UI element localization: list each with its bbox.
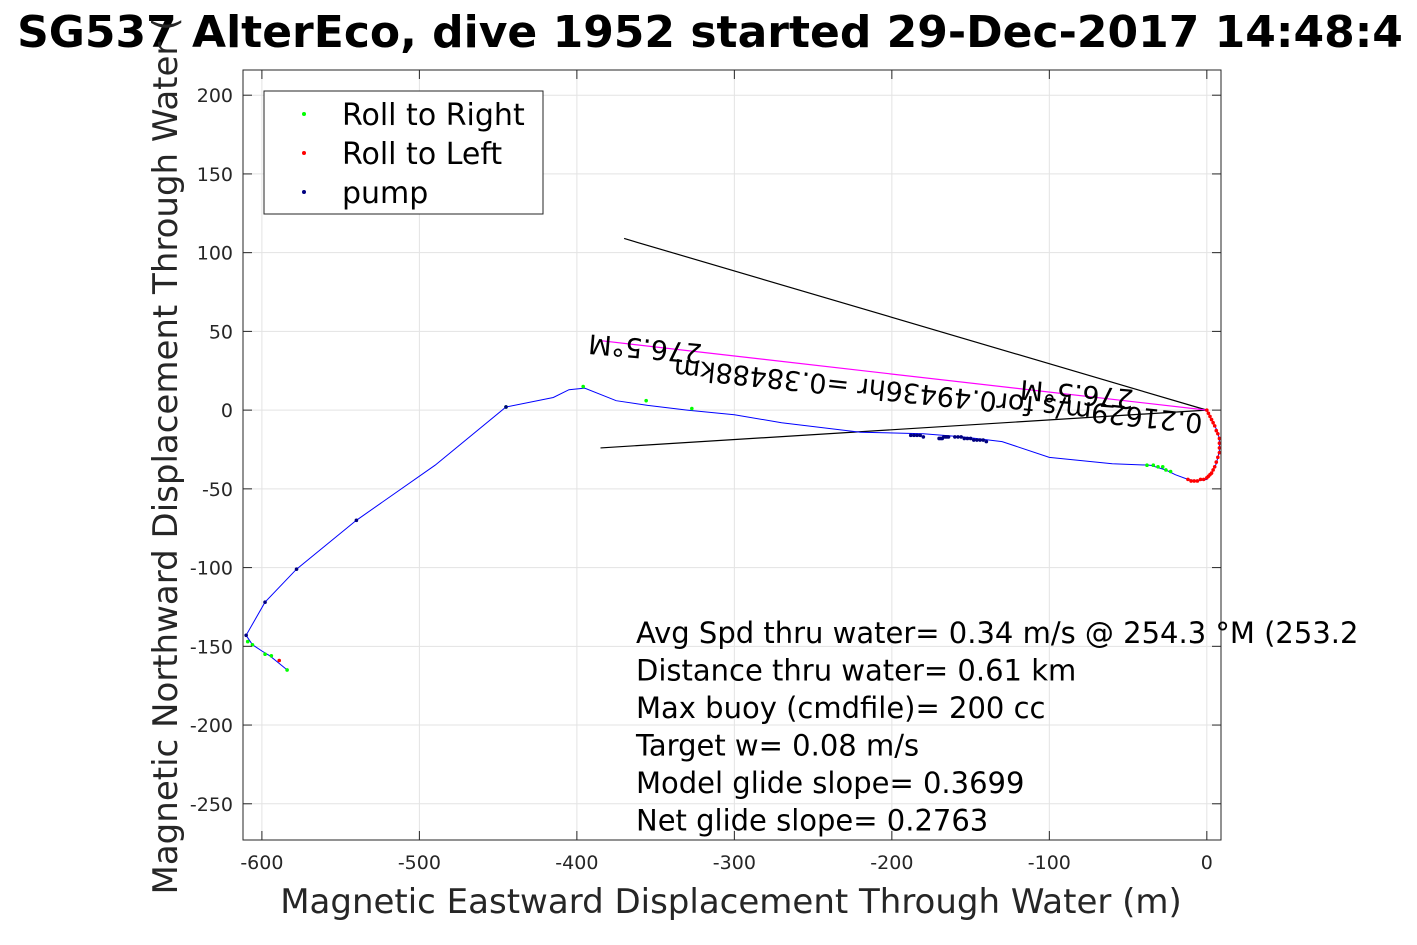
pump-point [953, 435, 957, 439]
roll-left-point [1217, 436, 1222, 441]
roll-left-point [1214, 428, 1219, 433]
guide-line [623, 237, 1207, 411]
guide-line [600, 409, 1207, 449]
pump-point [244, 633, 248, 638]
legend-marker [302, 190, 306, 194]
y-tick-label: -150 [190, 636, 233, 658]
roll-left-point [1217, 450, 1222, 455]
roll-left-point [1212, 424, 1217, 428]
x-tick-label: -200 [870, 852, 913, 874]
roll-right-point [581, 384, 585, 389]
roll-right-point [285, 668, 289, 672]
roll-left-point [277, 658, 282, 663]
legend-label: Roll to Right [342, 98, 525, 133]
roll-left-point [1211, 420, 1215, 425]
roll-right-point [1156, 465, 1160, 469]
roll-right-point [1151, 463, 1156, 468]
pump-point [915, 433, 919, 438]
roll-right-point [1145, 463, 1149, 468]
roll-left-point [1205, 476, 1209, 480]
roll-right-point [1168, 469, 1173, 474]
y-axis-label: Magnetic Northward Displacement Through … [146, 18, 186, 895]
pump-point [959, 435, 963, 439]
legend-box [263, 90, 544, 215]
pump-point [263, 600, 267, 605]
x-tick-label: -100 [1028, 852, 1071, 874]
roll-left-point [1216, 431, 1220, 436]
axes-box [242, 69, 1222, 841]
roll-right-point [269, 653, 274, 658]
pump-point [978, 438, 982, 442]
roll-left-point [1217, 441, 1222, 445]
roll-right-point [245, 639, 250, 644]
roll-right-point [1160, 465, 1165, 469]
pump-point [946, 435, 951, 439]
x-tick-label: -300 [713, 852, 756, 874]
roll-left-point [1195, 479, 1200, 483]
roll-right-point [644, 398, 648, 403]
roll-left-point [1216, 455, 1220, 460]
y-tick-label: -100 [190, 558, 233, 580]
annotation-line: Distance thru water= 0.61 km [636, 654, 1076, 688]
roll-left-point [1209, 417, 1214, 422]
pump-point [968, 436, 973, 441]
guide-line [602, 340, 1207, 411]
y-tick-label: 50 [209, 321, 233, 343]
pump-point [975, 438, 979, 442]
pump-point [504, 405, 508, 409]
pump-point [908, 433, 913, 438]
annotation-line: Avg Spd thru water= 0.34 m/s @ 254.3 °M … [636, 616, 1358, 650]
annotation-line: Target w= 0.08 m/s [635, 729, 919, 763]
roll-left-point [1212, 465, 1217, 469]
roll-left-point [1214, 460, 1219, 464]
pump-point [962, 436, 967, 441]
roll-left-point [1211, 468, 1215, 472]
roll-right-point [1164, 468, 1168, 472]
pump-point [354, 518, 359, 523]
y-tick-label: 200 [197, 85, 233, 107]
roll-left-point [1192, 479, 1197, 483]
pump-point [956, 435, 960, 439]
roll-right-point [263, 652, 267, 656]
roll-left-point [1206, 411, 1211, 416]
roll-left-point [1201, 477, 1206, 482]
pump-point [971, 438, 976, 442]
annotation-line: Max buoy (cmdfile)= 200 cc [636, 691, 1045, 725]
y-tick-label: -250 [190, 794, 233, 816]
roll-left-point [1198, 477, 1203, 482]
roll-left-point [1217, 446, 1222, 450]
legend-label: Roll to Left [342, 137, 502, 172]
y-tick-label: 100 [197, 243, 233, 265]
x-tick-label: -500 [398, 852, 441, 874]
roll-right-point [250, 642, 255, 647]
x-tick-label: -400 [555, 852, 598, 874]
roll-left-point [1205, 408, 1209, 412]
pump-point [921, 435, 926, 439]
pump-point [294, 567, 299, 571]
y-tick-label: -50 [202, 479, 233, 501]
y-tick-label: 0 [221, 400, 233, 422]
roll-right-point [690, 406, 694, 411]
pump-point [981, 438, 985, 442]
legend-marker [302, 151, 306, 155]
plot-area: 0.21629m/s for0.49436hr =0.38488km276.5°… [190, 69, 1358, 874]
x-axis-label: Magnetic Eastward Displacement Through W… [280, 882, 1182, 922]
y-tick-label: 150 [197, 164, 233, 186]
legend-marker [302, 112, 306, 116]
annotation-line: Net glide slope= 0.2763 [636, 804, 988, 838]
x-tick-label: -600 [240, 852, 283, 874]
roll-left-point [1208, 414, 1212, 419]
x-tick-label: 0 [1201, 852, 1213, 874]
roll-left-point [1189, 479, 1193, 483]
legend-label: pump [342, 176, 428, 211]
annotation-line: Model glide slope= 0.3699 [636, 766, 1024, 800]
pump-point [965, 436, 970, 441]
pump-point [984, 439, 989, 444]
roll-left-point [1186, 477, 1190, 482]
pump-point [918, 433, 922, 438]
chart-title: SG537 AlterEco, dive 1952 started 29-Dec… [17, 7, 1403, 58]
y-tick-label: -200 [190, 715, 233, 737]
pump-point [912, 433, 916, 438]
